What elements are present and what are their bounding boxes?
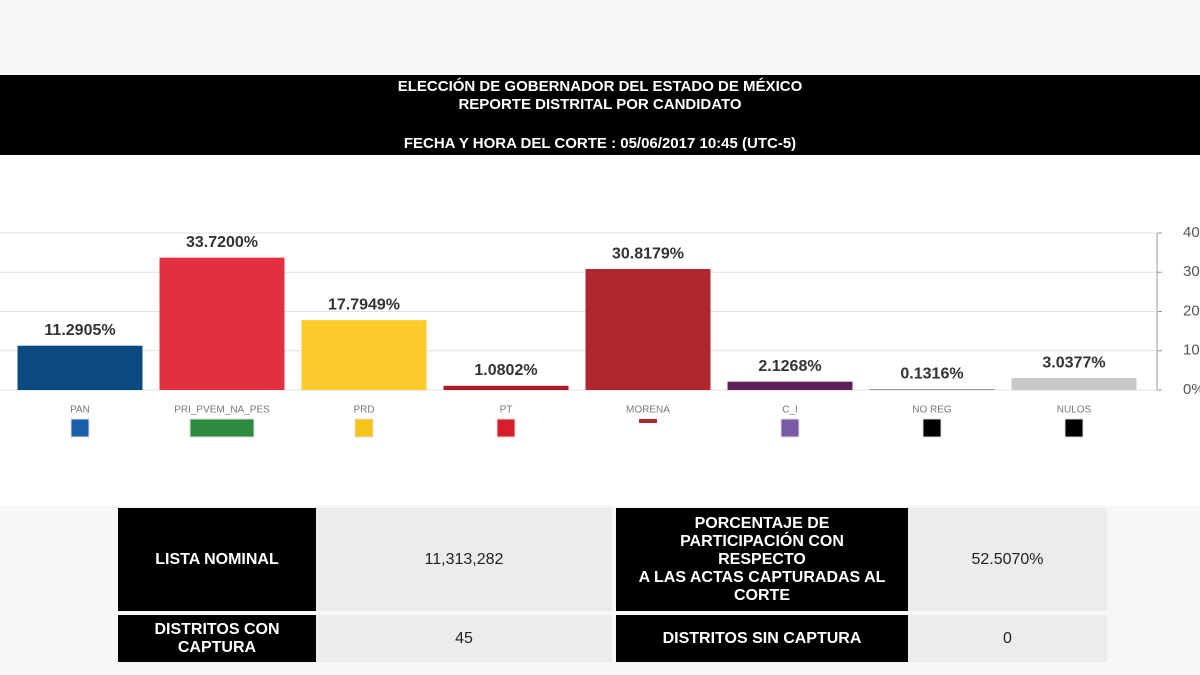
party-logo — [780, 418, 800, 438]
x-tick-label: PT — [500, 405, 513, 416]
table-label: DISTRITOS SIN CAPTURA — [616, 615, 908, 662]
party-logo — [1064, 418, 1084, 438]
table-label: DISTRITOS CON CAPTURA — [118, 615, 316, 662]
y-tick-label: 40 — [1183, 224, 1200, 241]
header: ELECCIÓN DE GOBERNADOR DEL ESTADO DE MÉX… — [0, 75, 1200, 155]
party-logo — [496, 418, 516, 438]
x-tick-label: NO REG — [912, 405, 952, 416]
x-tick-label: NULOS — [1057, 405, 1092, 416]
y-tick-label: 0% — [1183, 381, 1200, 398]
party-logo — [189, 418, 255, 438]
bar — [585, 269, 711, 390]
y-tick-label: 10 — [1183, 342, 1200, 359]
y-tick-label: 30 — [1183, 263, 1200, 280]
party-logo — [354, 418, 374, 438]
value-label: 0.1316% — [900, 366, 963, 383]
party-logo — [70, 418, 90, 438]
x-tick-label: MORENA — [626, 405, 670, 416]
bar — [727, 381, 853, 390]
table-value: 11,313,282 — [316, 508, 612, 611]
bar — [1011, 378, 1137, 390]
header-cutoff: FECHA Y HORA DEL CORTE : 05/06/2017 10:4… — [403, 135, 797, 152]
x-tick-label: PRD — [353, 405, 374, 416]
bar — [17, 345, 143, 390]
value-label: 1.0802% — [474, 362, 537, 379]
value-label: 30.8179% — [612, 245, 684, 262]
value-label: 2.1268% — [758, 358, 821, 375]
bar — [301, 320, 427, 390]
table-value: 52.5070% — [908, 508, 1107, 611]
x-tick-label: PRI_PVEM_NA_PES — [174, 405, 270, 416]
value-label: 3.0377% — [1042, 354, 1105, 371]
value-label: 33.7200% — [186, 234, 258, 251]
bar — [159, 257, 285, 390]
table-value: 45 — [316, 615, 612, 662]
top-band — [0, 0, 1200, 75]
party-logo — [922, 418, 942, 438]
x-tick-label: PAN — [70, 405, 90, 416]
table-label: LISTA NOMINAL — [118, 508, 316, 611]
party-logo — [639, 419, 657, 423]
bar — [443, 385, 569, 390]
x-tick-label: C_I — [782, 405, 798, 416]
value-label: 11.2905% — [44, 322, 115, 339]
chart: 0% 10 20 30 40 11.2905% PAN 33.7200% PRI_PVEM_NA… — [0, 224, 1200, 438]
value-label: 17.7949% — [328, 296, 400, 313]
header-title: ELECCIÓN DE GOBERNADOR DEL ESTADO DE MÉX… — [397, 78, 803, 95]
table-label: PORCENTAJE DE PARTICIPACIÓN CON RESPECTO… — [616, 508, 908, 611]
table-value: 0 — [908, 615, 1107, 662]
header-subtitle: REPORTE DISTRITAL POR CANDIDATO — [458, 96, 742, 113]
y-tick-label: 20 — [1183, 302, 1200, 319]
bar — [869, 389, 995, 390]
